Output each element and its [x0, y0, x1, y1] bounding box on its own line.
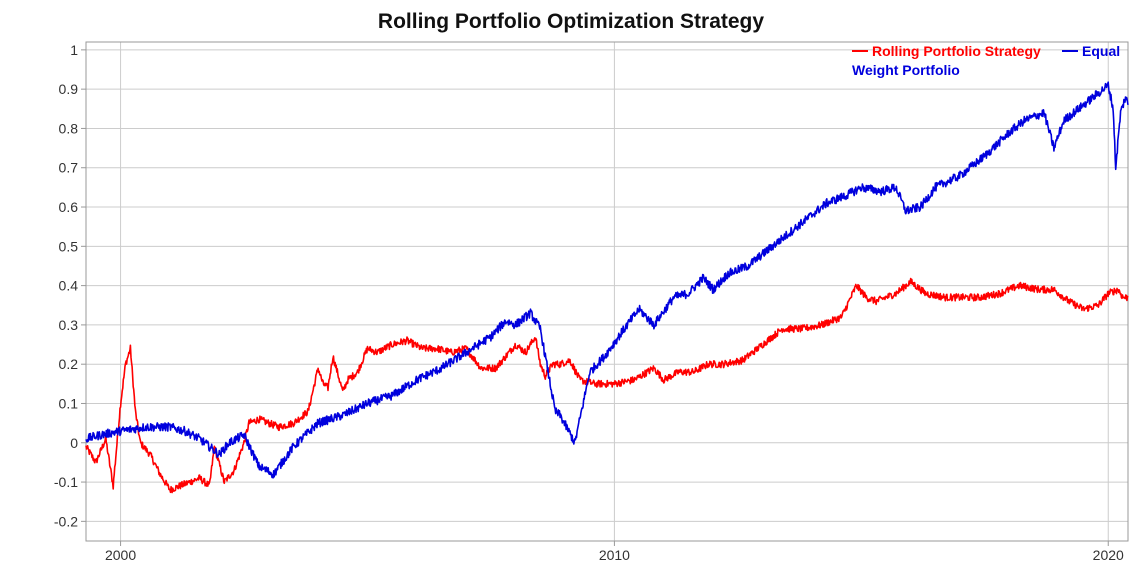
- series-group: [85, 81, 1129, 494]
- series-line-equal-weight: [85, 81, 1129, 479]
- axes: 1 0.9 0.8 0.7 0.6 0.5 0.4 0.3 0.2 0.1 0 -0.1 -0.2 200…: [54, 42, 1124, 563]
- series-line-rolling: [85, 277, 1129, 494]
- y-tick-label: 0.1: [59, 395, 79, 411]
- y-tick-label: -0.1: [54, 474, 78, 490]
- grid: [86, 42, 1128, 541]
- y-tick-label: 0.5: [59, 238, 79, 254]
- x-tick-label: 2000: [105, 547, 136, 563]
- y-tick-label: 1: [70, 42, 78, 58]
- y-tick-label: 0.4: [59, 278, 79, 294]
- plot-area: [85, 41, 1129, 542]
- y-tick-label: 0.2: [59, 356, 79, 372]
- y-tick-label: 0.6: [59, 199, 79, 215]
- y-tick-label: 0: [70, 435, 78, 451]
- x-tick-label: 2020: [1093, 547, 1124, 563]
- y-tick-label: 0.7: [59, 160, 79, 176]
- y-tick-label: 0.3: [59, 317, 79, 333]
- y-tick-label: 0.8: [59, 120, 79, 136]
- legend-label-rolling: Rolling Portfolio Strategy: [872, 43, 1041, 59]
- legend: Rolling Portfolio Strategy Equal Weight Po…: [852, 43, 1120, 78]
- x-tick-label: 2010: [599, 547, 630, 563]
- y-tick-label: -0.2: [54, 513, 78, 529]
- legend-label-equal-weight: Equal Weight Portfolio: [852, 43, 1120, 78]
- y-tick-label: 0.9: [59, 81, 79, 97]
- chart-title: Rolling Portfolio Optimization Strategy: [377, 10, 765, 33]
